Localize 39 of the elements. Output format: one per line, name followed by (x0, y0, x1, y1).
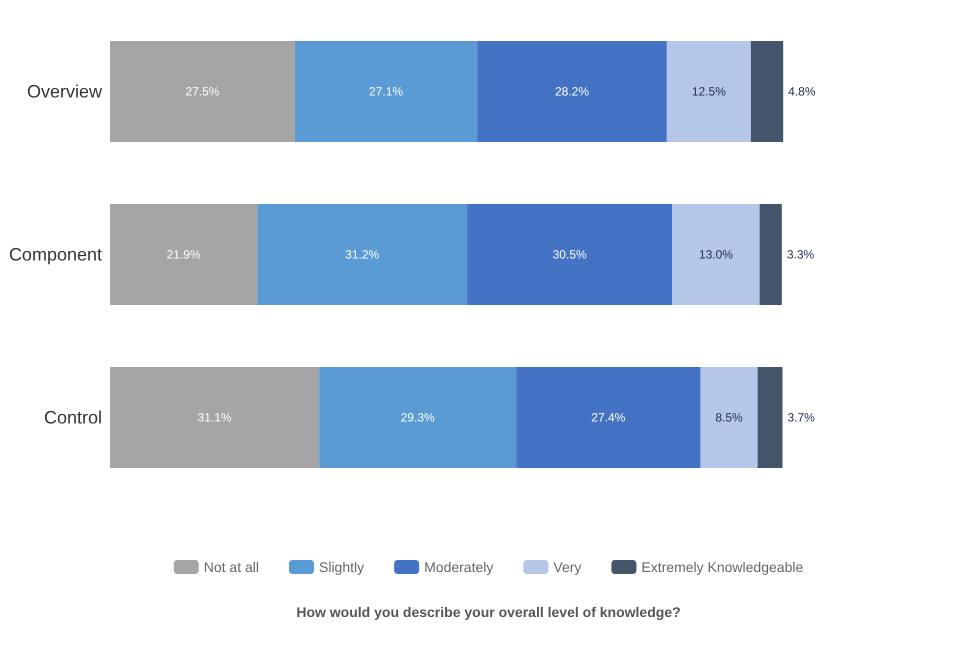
bar (760, 204, 782, 306)
bar (319, 366, 516, 468)
data-label: 29.3% (400, 410, 436, 424)
data-label: 12.5% (692, 84, 726, 98)
bar (294, 40, 478, 142)
data-label: 27.5% (185, 84, 220, 98)
bar (672, 204, 760, 306)
bar (758, 366, 782, 468)
data-label: 28.2% (554, 84, 590, 98)
data-label: 13.0% (698, 248, 734, 262)
data-label: 3.3% (786, 248, 815, 262)
data-label: 8.5% (715, 410, 744, 424)
bar (110, 40, 295, 142)
data-label: 4.8% (788, 84, 816, 98)
data-label: 31.2% (345, 248, 380, 262)
data-label: 31.1% (198, 410, 232, 424)
bar (750, 40, 784, 142)
y-tick-label: Overview (26, 82, 103, 102)
bar (110, 204, 258, 306)
bar (666, 40, 751, 142)
bar (516, 366, 700, 468)
data-label: 27.4% (591, 410, 626, 424)
legend-label: Moderately (424, 559, 494, 575)
data-label: 30.5% (552, 248, 587, 262)
bar (700, 366, 758, 468)
text: How would you describe your overall level of knowledge? (296, 604, 681, 620)
data-label: 3.7% (788, 410, 816, 424)
data-label: 27.1% (369, 84, 404, 98)
bar (257, 204, 468, 306)
bar (110, 366, 320, 468)
bar (477, 40, 667, 142)
y-tick-label: Component (8, 244, 102, 264)
legend-label: Slightly (318, 559, 364, 575)
legend-label: Very (553, 559, 582, 575)
legend-label: Not at all (204, 559, 259, 575)
data-label: 21.9% (166, 248, 201, 262)
bar (467, 204, 672, 306)
y-tick-label: Control (44, 408, 102, 428)
legend-label: Extremely Knowledgeable (641, 559, 804, 575)
